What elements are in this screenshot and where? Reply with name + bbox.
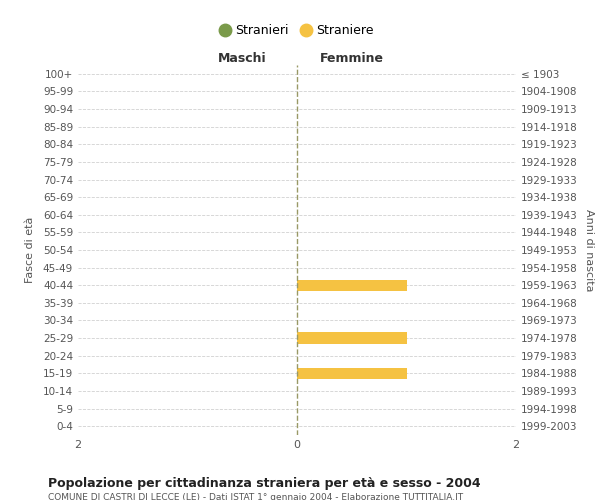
Bar	[297, 368, 407, 379]
Text: Femmine: Femmine	[320, 52, 384, 65]
Text: Popolazione per cittadinanza straniera per età e sesso - 2004: Popolazione per cittadinanza straniera p…	[48, 478, 481, 490]
Text: Maschi: Maschi	[218, 52, 266, 65]
Text: COMUNE DI CASTRI DI LECCE (LE) - Dati ISTAT 1° gennaio 2004 - Elaborazione TUTTI: COMUNE DI CASTRI DI LECCE (LE) - Dati IS…	[48, 492, 463, 500]
Y-axis label: Fasce di età: Fasce di età	[25, 217, 35, 283]
Legend: Stranieri, Straniere: Stranieri, Straniere	[215, 20, 379, 42]
Bar	[297, 280, 407, 291]
Bar	[297, 332, 407, 344]
Y-axis label: Anni di nascita: Anni di nascita	[584, 209, 594, 291]
